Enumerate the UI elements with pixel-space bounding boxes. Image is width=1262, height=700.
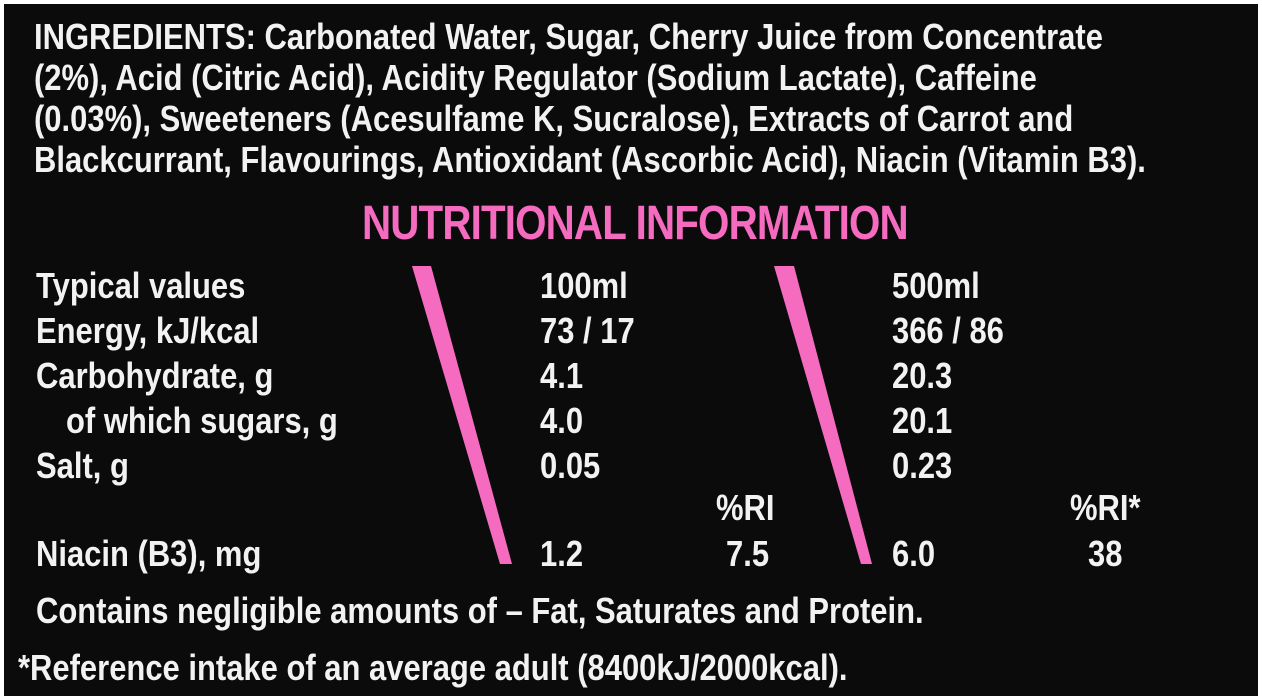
ingredients-text: INGREDIENTS: Carbonated Water, Sugar, Ch… (34, 16, 1255, 180)
slash-decoration (412, 266, 872, 564)
slash-left (412, 266, 512, 564)
slash-right (774, 266, 872, 564)
sugars-100ml: 4.0 (540, 400, 584, 441)
energy-500ml: 366 / 86 (892, 310, 1004, 351)
reference-intake-footnote: *Reference intake of an average adult (8… (18, 647, 848, 688)
ingredients-line: INGREDIENTS: Carbonated Water, Sugar, Ch… (34, 16, 1103, 57)
sugars-label: of which sugars, g (66, 400, 338, 441)
ri-header-500ml: %RI* (1070, 487, 1141, 528)
col-500ml-header: 500ml (892, 265, 980, 306)
negligible-note: Contains negligible amounts of – Fat, Sa… (36, 590, 924, 631)
energy-100ml: 73 / 17 (540, 310, 635, 351)
ri-header-100ml: %RI (716, 487, 775, 528)
ingredients-line: (2%), Acid (Citric Acid), Acidity Regula… (34, 57, 1037, 98)
niacin-500ml: 6.0 (892, 533, 936, 574)
niacin-ri-500ml: 38 (1088, 533, 1123, 574)
ingredients-line: Blackcurrant, Flavourings, Antioxidant (… (34, 139, 1146, 180)
carbohydrate-label: Carbohydrate, g (36, 355, 274, 396)
niacin-ri-100ml: 7.5 (726, 533, 770, 574)
nutrition-title: NUTRITIONAL INFORMATION (4, 196, 1258, 251)
salt-100ml: 0.05 (540, 445, 601, 486)
carbohydrate-100ml: 4.1 (540, 355, 584, 396)
niacin-100ml: 1.2 (540, 533, 584, 574)
col-100ml-header: 100ml (540, 265, 628, 306)
carbohydrate-500ml: 20.3 (892, 355, 953, 396)
nutrition-title-text: NUTRITIONAL INFORMATION (362, 197, 909, 250)
typical-values-label: Typical values (36, 265, 246, 306)
energy-label: Energy, kJ/kcal (36, 310, 260, 351)
salt-500ml: 0.23 (892, 445, 953, 486)
niacin-label: Niacin (B3), mg (36, 533, 262, 574)
sugars-500ml: 20.1 (892, 400, 953, 441)
salt-label: Salt, g (36, 445, 129, 486)
ingredients-line: (0.03%), Sweeteners (Acesulfame K, Sucra… (34, 98, 1074, 139)
